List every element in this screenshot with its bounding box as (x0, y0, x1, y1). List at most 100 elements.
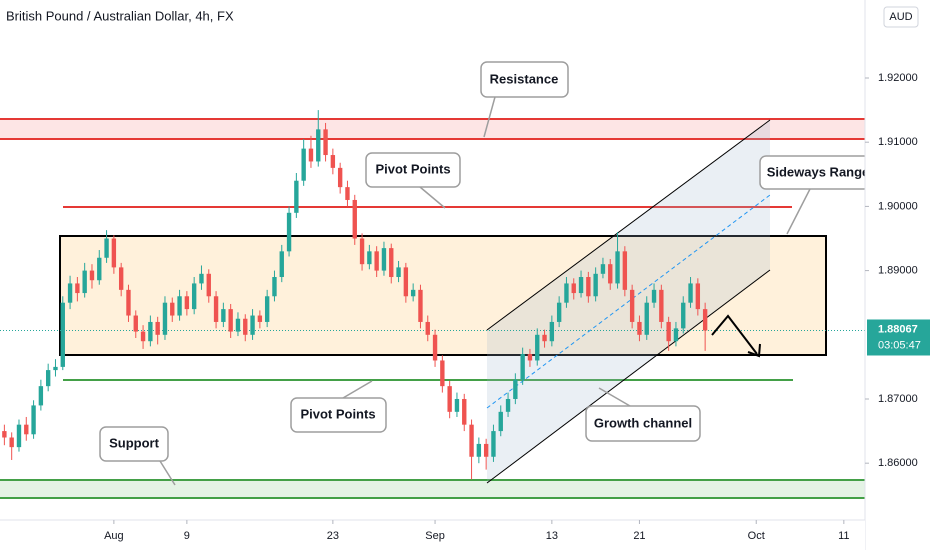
candle-body (629, 289, 635, 322)
callout (480, 61, 569, 98)
pointer (159, 460, 176, 486)
candle-body (644, 302, 649, 335)
y-tick-label: 1.86000 (878, 457, 918, 469)
candle-body (345, 187, 350, 200)
candle-body (527, 354, 533, 361)
candle-body (316, 129, 321, 162)
callouts: Resistance Pivot Points Sideways Range P… (99, 61, 871, 486)
callout-text: Resistance (490, 71, 559, 86)
pointer (786, 188, 811, 235)
x-tick-label: Oct (748, 530, 765, 542)
resistance-zone (0, 118, 865, 139)
candle-body (571, 283, 576, 294)
candle-body (191, 283, 197, 310)
candle-body (308, 148, 314, 162)
price-axis (865, 0, 932, 550)
candle-body (9, 437, 14, 448)
candle-body (396, 267, 401, 278)
callout (290, 397, 387, 433)
candle-body (505, 398, 511, 412)
channel-mid (486, 194, 771, 409)
candle-body (666, 321, 671, 342)
candle-body (301, 148, 306, 181)
channel-line (486, 269, 771, 484)
x-tick-label: 9 (184, 530, 190, 542)
candle-body (45, 370, 51, 387)
candle-body (659, 289, 664, 322)
x-tick-label: Sep (425, 530, 445, 542)
candle-body (542, 334, 547, 342)
candle-body (432, 334, 438, 361)
candle-body (2, 431, 7, 438)
candle-body (228, 309, 233, 332)
candle-body (702, 309, 708, 331)
candle-body (578, 277, 584, 294)
candle-body (126, 289, 131, 316)
support-zone (0, 480, 865, 498)
candle-body (549, 321, 555, 342)
time-axis (0, 520, 865, 550)
candle-body (323, 129, 328, 156)
candle-body (491, 431, 496, 457)
x-tick-label: 21 (633, 530, 645, 542)
candle-body (425, 321, 430, 335)
candle-body (286, 212, 292, 252)
candle-body (97, 257, 102, 281)
candle-body (111, 238, 117, 268)
x-tick-label: 11 (838, 530, 849, 542)
candle-body (535, 334, 540, 361)
candle-body (67, 283, 73, 303)
candle-body (410, 289, 416, 297)
countdown: 03:05:47 (878, 339, 921, 351)
candle-body (681, 302, 686, 329)
candle-body (206, 273, 211, 297)
candle-body (381, 248, 387, 271)
candle-body (447, 386, 452, 412)
candle-body (688, 283, 693, 303)
candle-body (673, 328, 679, 342)
candle-body (170, 302, 175, 316)
chart-title: British Pound / Australian Dollar, 4h, F… (6, 8, 234, 23)
candle-body (367, 251, 372, 265)
candle-body (389, 248, 394, 278)
candle-body (440, 360, 445, 387)
candle-body (462, 398, 467, 425)
pointer (342, 380, 373, 399)
y-tick-label: 1.87000 (878, 393, 918, 405)
candle-body (177, 296, 182, 316)
last-price-box (867, 319, 930, 356)
candle-body (82, 270, 87, 294)
currency-badge (883, 6, 919, 28)
candle-body (608, 264, 613, 284)
candle-body (374, 251, 379, 271)
candle-body (133, 315, 138, 332)
candle-body (454, 398, 460, 412)
candle-body (695, 283, 701, 310)
channel-line (486, 119, 771, 331)
x-tick-label: 13 (546, 530, 558, 542)
candle-body (622, 251, 628, 290)
candle-body (264, 296, 270, 322)
candle-body (118, 267, 124, 290)
candle-body (600, 264, 606, 274)
candle-body (330, 155, 336, 168)
callout-text: Growth channel (594, 415, 692, 430)
candle-body (155, 321, 160, 335)
candle-body (104, 238, 109, 258)
candle-body (513, 379, 518, 399)
candle-body (243, 318, 248, 335)
pointer (483, 96, 496, 138)
arrow-head (747, 343, 761, 358)
candle-body (337, 167, 343, 188)
candle-body (352, 199, 357, 239)
candle-body (89, 270, 95, 281)
candle-body (184, 296, 190, 310)
y-tick-label: 1.89000 (878, 264, 918, 276)
candle-body (257, 315, 263, 322)
candle-body (556, 302, 562, 322)
y-tick-label: 1.90000 (878, 200, 918, 212)
candle-body (520, 354, 525, 380)
candle-body (38, 386, 44, 406)
